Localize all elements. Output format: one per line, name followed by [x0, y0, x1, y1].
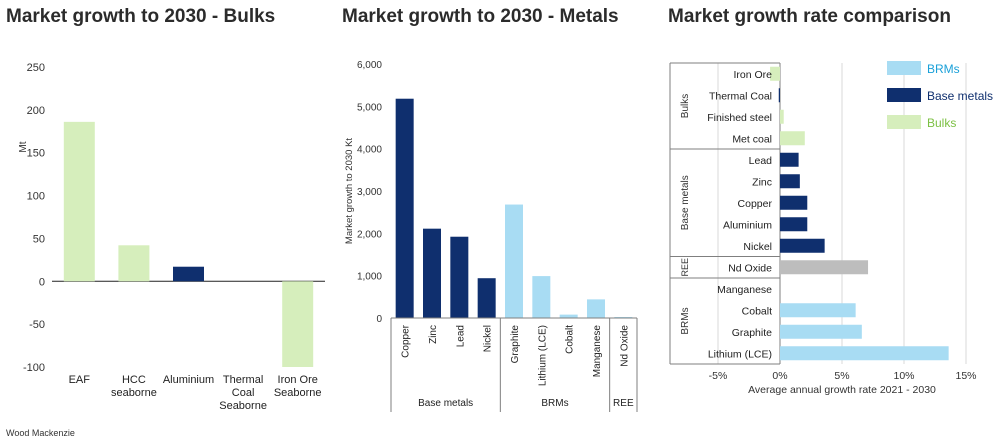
- legend-label: Bulks: [927, 116, 956, 130]
- x-tick-label: Copper: [401, 324, 412, 357]
- y-tick-label: 6,000: [357, 60, 382, 71]
- y-tick-label: Manganese: [717, 284, 772, 296]
- legend-swatch-bulks: [887, 115, 921, 129]
- y-tick-label: Nd Oxide: [728, 262, 772, 274]
- y-tick-label: 150: [27, 148, 45, 160]
- group-label: Base metals: [680, 175, 691, 230]
- x-axis-label: Average annual growth rate 2021 - 2030: [748, 384, 936, 396]
- bar-0: [63, 121, 95, 282]
- y-axis-label: Market growth to 2030 Kt: [344, 138, 355, 244]
- y-tick-label: 200: [27, 105, 45, 117]
- y-tick-label: Finished steel: [707, 112, 772, 124]
- x-tick-label: 5%: [834, 370, 849, 382]
- x-tick-label: Lithium (LCE): [537, 325, 548, 386]
- metals-chart-title: Market growth to 2030 - Metals: [342, 6, 619, 27]
- y-tick-label: Lead: [749, 155, 773, 167]
- y-tick-label: 50: [33, 233, 45, 245]
- bar-2: [450, 236, 469, 318]
- y-tick-label: 0: [376, 314, 382, 325]
- y-tick-label: -50: [29, 319, 45, 331]
- bar-3: [477, 278, 496, 318]
- bar-4: [505, 204, 523, 318]
- x-tick-label: 10%: [893, 370, 914, 382]
- x-tick-label: Aluminium: [163, 374, 214, 386]
- x-tick-label: 0%: [772, 370, 787, 382]
- y-tick-label: 4,000: [357, 145, 382, 156]
- y-tick-label: Zinc: [752, 176, 772, 188]
- source-note: Wood Mackenzie: [6, 428, 75, 438]
- y-tick-label: Lithium (LCE): [708, 348, 772, 360]
- bar-7: [587, 299, 605, 318]
- bar-1: [778, 88, 780, 103]
- bar-6: [559, 314, 578, 318]
- x-tick-label: Lead: [455, 325, 466, 347]
- bar-5: [780, 174, 800, 189]
- bar-1: [118, 245, 150, 282]
- group-label: REE: [680, 258, 690, 277]
- bar-13: [780, 346, 949, 361]
- y-tick-label: 5,000: [357, 102, 382, 113]
- x-tick-label: 15%: [955, 370, 976, 382]
- y-tick-label: Copper: [738, 198, 773, 210]
- x-tick-label: -5%: [709, 370, 728, 382]
- y-tick-label: -100: [23, 362, 45, 374]
- bar-6: [780, 195, 808, 210]
- bar-9: [780, 260, 869, 275]
- y-tick-label: Nickel: [743, 241, 772, 253]
- y-tick-label: 100: [27, 191, 45, 203]
- x-tick-label: Nd Oxide: [619, 325, 630, 367]
- bar-3: [780, 131, 805, 146]
- bar-7: [780, 217, 808, 232]
- legend-swatch-base: [887, 88, 921, 102]
- bar-1: [423, 228, 441, 318]
- x-tick-label: Nickel: [483, 325, 494, 352]
- y-tick-label: 250: [27, 62, 45, 74]
- y-tick-label: Iron Ore: [733, 69, 772, 81]
- bar-4: [282, 281, 314, 367]
- bar-12: [780, 324, 862, 339]
- legend-label: Base metals: [927, 89, 993, 103]
- x-tick-label: Cobalt: [565, 325, 576, 354]
- legend-label: BRMs: [927, 62, 960, 76]
- x-tick-label: Iron Ore Seaborne: [274, 374, 322, 399]
- y-tick-label: 3,000: [357, 187, 382, 198]
- x-tick-label: Thermal Coal Seaborne: [219, 374, 267, 412]
- bar-5: [532, 276, 551, 318]
- y-tick-label: Cobalt: [742, 305, 772, 317]
- group-label: REE: [613, 398, 634, 409]
- x-tick-label: Manganese: [592, 325, 603, 378]
- bar-11: [780, 303, 856, 318]
- group-label: BRMs: [541, 398, 568, 409]
- bar-8: [780, 238, 825, 253]
- bar-2: [173, 266, 204, 282]
- x-tick-label: HCC seaborne: [111, 374, 157, 399]
- bulks-chart-title: Market growth to 2030 - Bulks: [6, 6, 276, 27]
- comparison-chart-title: Market growth rate comparison: [668, 6, 951, 27]
- group-label: Bulks: [680, 94, 691, 118]
- y-tick-label: 0: [39, 276, 45, 288]
- bar-0: [395, 98, 414, 318]
- x-tick-label: Graphite: [510, 325, 521, 364]
- y-tick-label: Graphite: [732, 327, 772, 339]
- y-tick-label: Aluminium: [723, 219, 772, 231]
- legend-swatch-brms: [887, 61, 921, 75]
- y-axis-label: Mt: [18, 141, 29, 152]
- bar-2: [780, 109, 784, 124]
- y-tick-label: 1,000: [357, 272, 382, 283]
- y-tick-label: 2,000: [357, 229, 382, 240]
- group-label: Base metals: [418, 398, 473, 409]
- x-tick-label: Zinc: [428, 325, 439, 344]
- y-tick-label: Met coal: [732, 133, 772, 145]
- group-label: BRMs: [680, 307, 691, 334]
- bar-0: [770, 66, 780, 81]
- bar-4: [780, 152, 799, 167]
- y-tick-label: Thermal Coal: [709, 90, 772, 102]
- x-tick-label: EAF: [69, 374, 91, 386]
